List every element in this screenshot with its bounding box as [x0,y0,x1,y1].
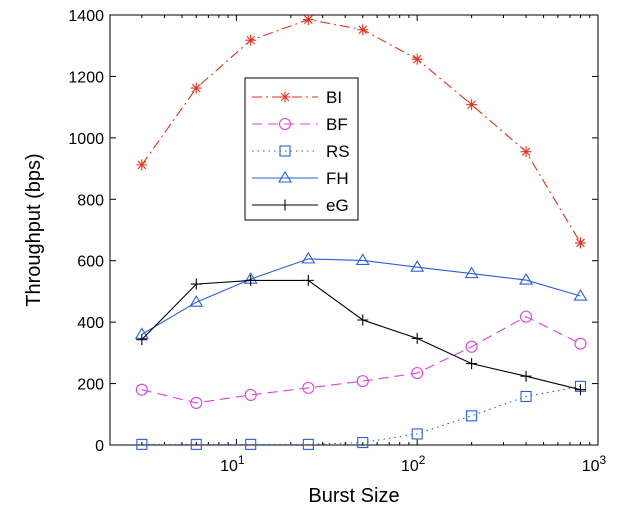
data-point-bf [190,396,203,409]
data-point-rs [520,390,532,403]
data-point-rs [245,438,257,450]
data-point-eg [302,274,314,286]
data-point-rs [411,428,423,440]
data-point-rs [357,436,369,449]
series-bi [136,14,586,249]
data-point-eg [357,314,369,326]
data-point-eg [245,274,257,286]
data-point-fh [189,295,204,307]
data-point-bf [135,383,148,396]
y-tick-label: 1400 [68,8,104,25]
x-tick-label: 102 [401,453,426,475]
y-axis-title: Throughput (bps) [23,153,45,306]
series-line-bf [141,315,581,404]
legend-label-bf: BF [326,115,348,134]
data-point-rs [466,410,478,422]
data-point-fh [519,272,534,285]
data-point-bf [356,375,369,388]
data-point-bi [411,53,423,65]
data-point-fh [464,266,479,279]
axes: 0 200 400 600 800 1000 1200 1400 101 102 103 [68,8,606,475]
data-point-bi [520,146,532,158]
y-tick-label: 400 [77,315,104,332]
data-point-bf [244,388,257,401]
data-point-bf [519,310,533,323]
data-point-fh [410,260,425,272]
x-tick-label: 103 [582,453,607,475]
data-point-bf [574,337,587,350]
series-line-rs [141,385,581,445]
y-tick-label: 1200 [68,69,104,86]
y-tick-label: 0 [95,438,104,455]
data-point-eg [520,370,532,382]
data-series [134,14,588,450]
x-axis-title: Burst Size [308,485,399,507]
legend-box [244,77,359,221]
x-tick-label: 101 [220,453,245,475]
data-point-bf [302,381,315,394]
legend-marker-fh [278,170,292,183]
data-point-bi [302,14,314,26]
data-point-fh [573,288,588,301]
data-point-bi [190,82,202,94]
data-point-rs [302,438,314,450]
legend: BI BF RS FH eG [244,77,359,221]
data-point-bf [411,367,424,380]
data-point-eg [190,278,202,290]
y-tick-label: 200 [77,377,104,394]
data-point-rs [136,438,148,450]
data-point-eg [466,358,478,370]
legend-label-eg: eG [326,196,349,215]
legend-marker-rs [279,145,291,157]
series-eg [136,274,586,396]
data-point-eg [574,384,586,396]
data-point-rs [190,438,202,450]
legend-label-bi: BI [326,88,342,107]
data-point-bf [465,340,478,353]
data-point-bi [357,24,369,36]
series-bf [135,310,587,409]
y-tick-label: 600 [77,254,104,271]
legend-marker-bi [279,91,291,103]
data-point-fh [355,253,370,265]
legend-label-rs: RS [326,142,350,161]
data-point-bi [136,159,148,171]
data-point-bi [574,237,586,249]
data-point-bi [466,99,478,111]
data-point-eg [136,334,148,346]
data-point-eg [411,332,423,344]
legend-label-fh: FH [326,169,349,188]
y-tick-label: 800 [77,192,104,209]
legend-marker-bf [278,117,292,131]
series-line-fh [141,258,581,335]
y-tick-label: 1000 [68,131,104,148]
data-point-fh [301,251,316,264]
legend-marker-eg [279,199,291,211]
data-point-bi [245,34,257,46]
series-rs [136,380,587,450]
